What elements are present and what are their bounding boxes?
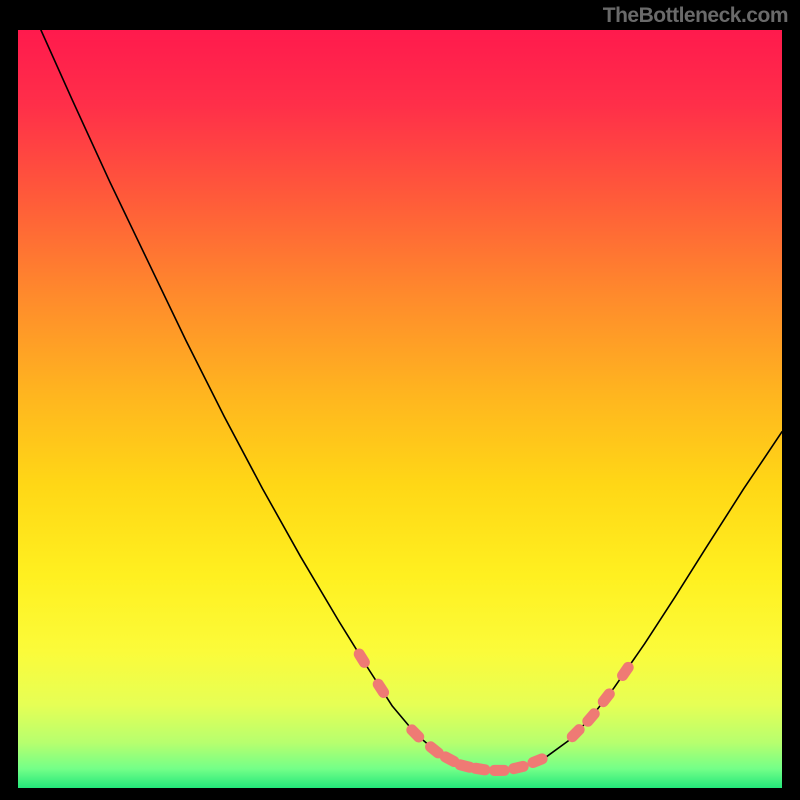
bottleneck-curve-chart [18,30,782,788]
chart-background [18,30,782,788]
source-attribution: TheBottleneck.com [603,4,788,28]
curve-marker [489,765,510,776]
chart-svg [18,30,782,788]
